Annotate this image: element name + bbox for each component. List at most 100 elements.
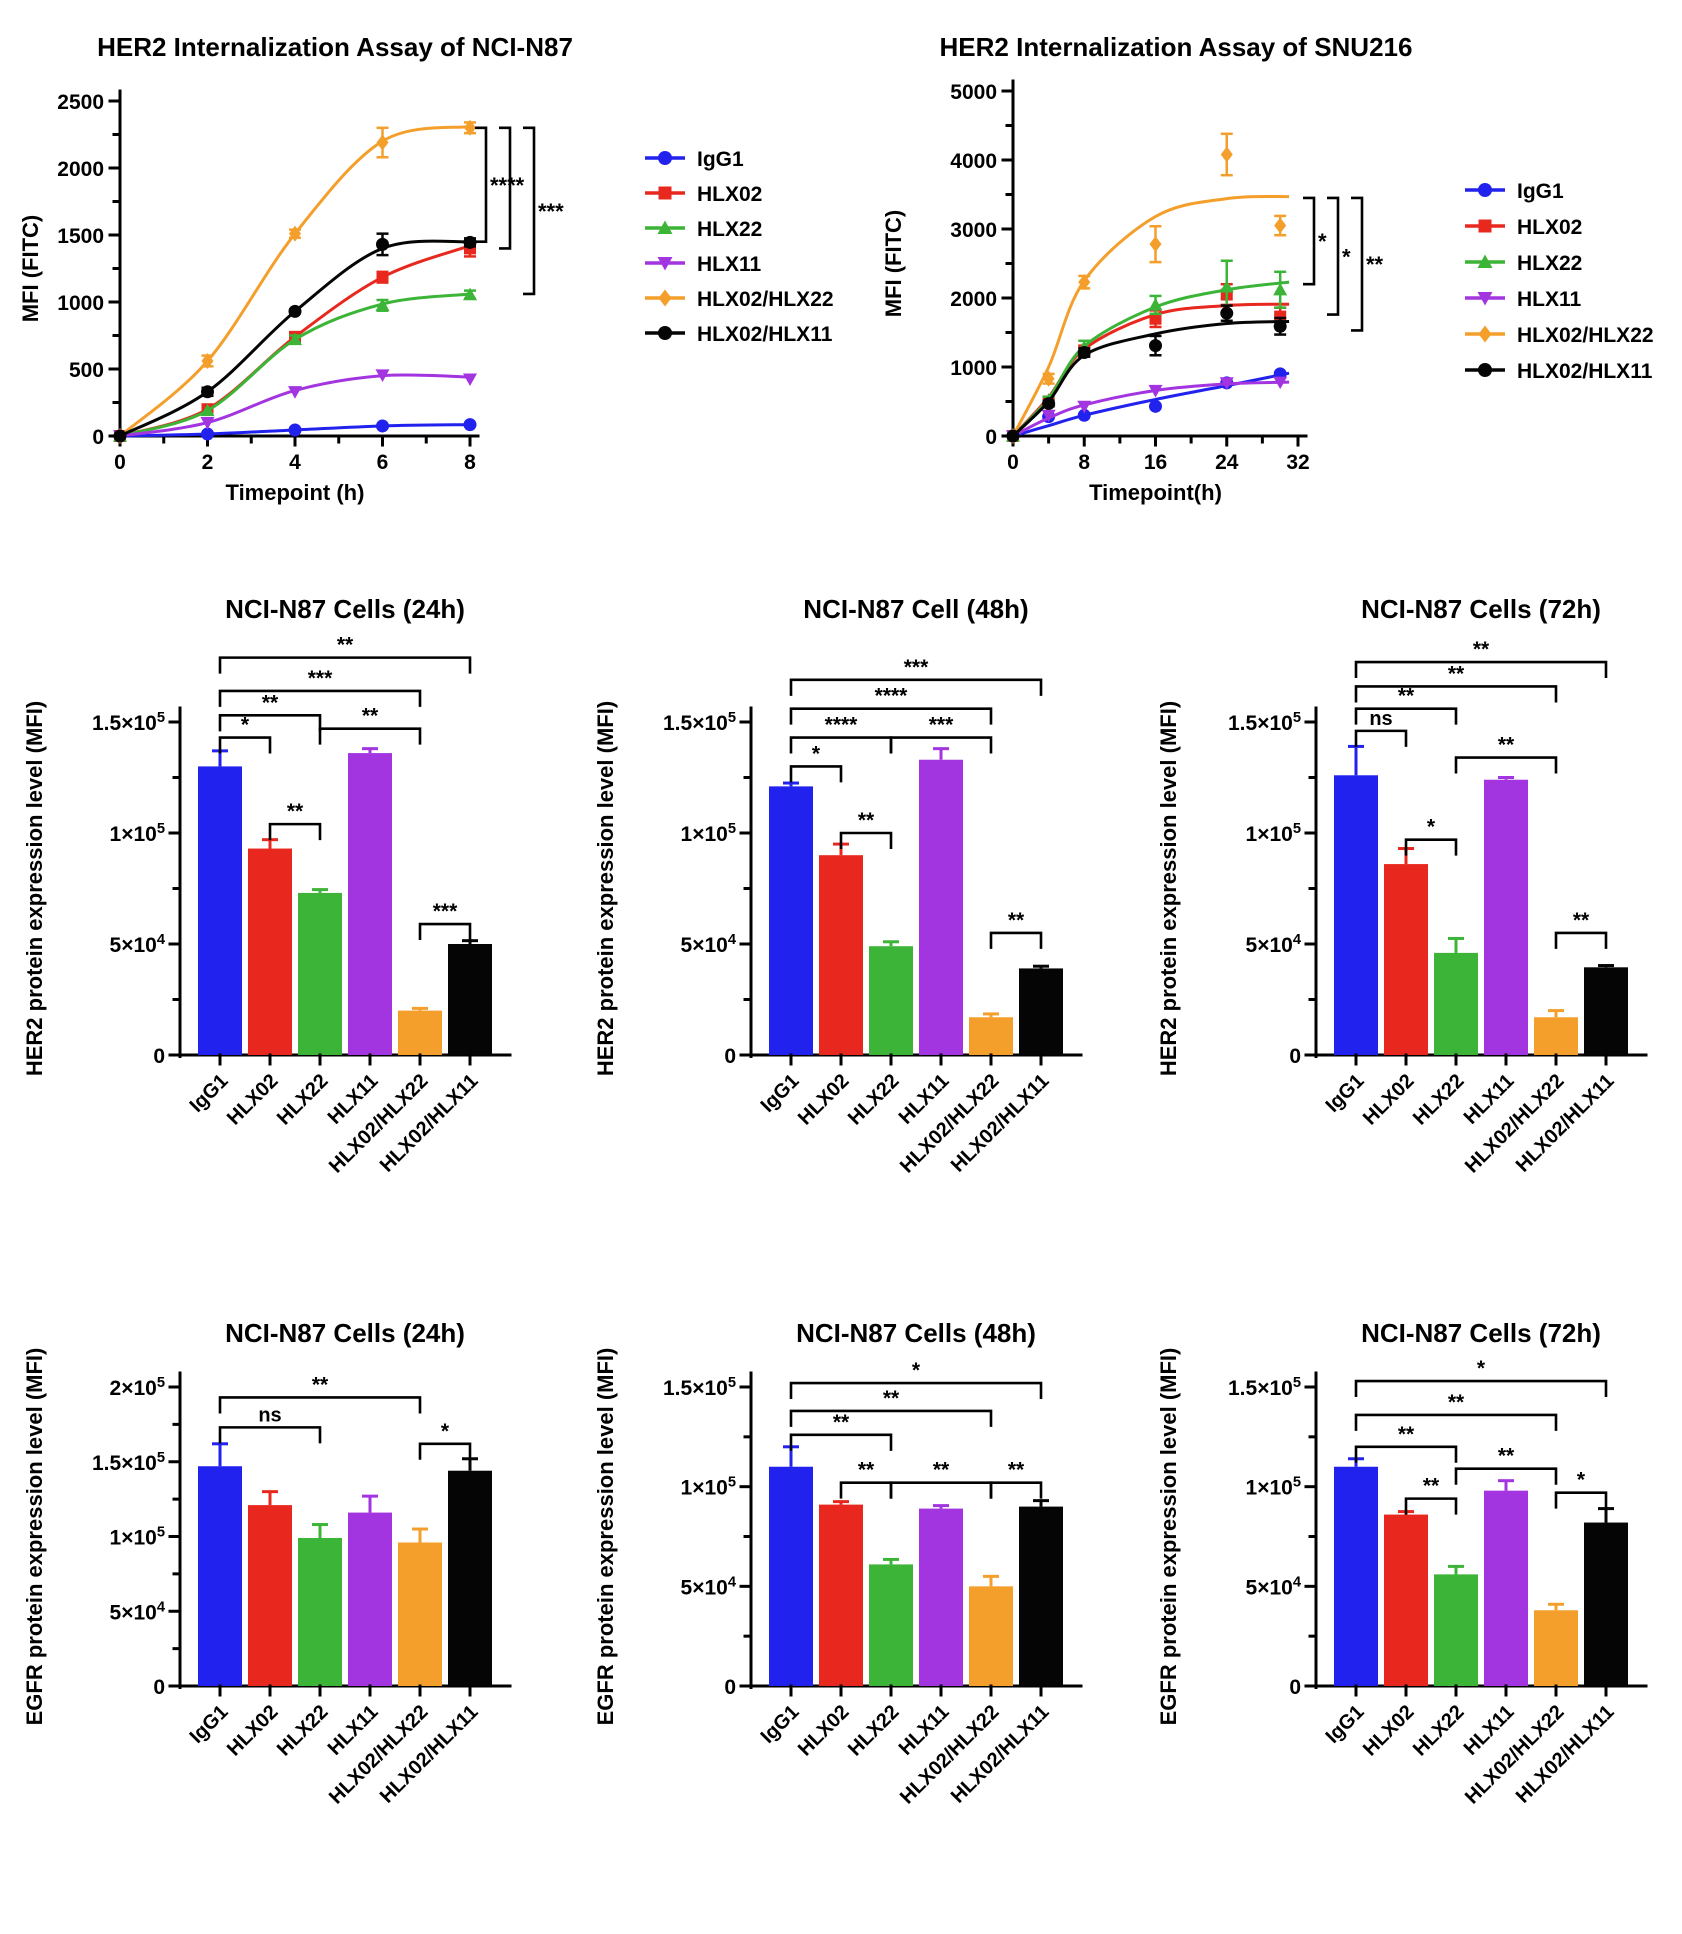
x-category-label: HLX02 (794, 1701, 854, 1761)
bar-IgG1 (1334, 1466, 1378, 1686)
legend-item-IgG1: IgG1 (645, 148, 744, 171)
x-category-label: IgG1 (757, 1070, 804, 1117)
chart-graphic: 5 (157, 821, 165, 837)
bar-HLX11 (1484, 779, 1528, 1055)
significance-label: * (241, 714, 250, 737)
significance-bracket (889, 736, 993, 754)
significance-label: **** (490, 173, 525, 198)
significance-bracket (789, 736, 893, 754)
bar-HLX22 (298, 892, 342, 1055)
chart-graphic: NCI-N87 Cell (48h) HER2 protein expressio… (593, 594, 1083, 1178)
data-point-marker (1041, 409, 1056, 423)
significance-bracket (839, 1481, 893, 1499)
significance-label: ** (1498, 1445, 1515, 1468)
legend-item-HLX22: HLX22 (645, 218, 762, 241)
significance-bracket (989, 931, 1043, 949)
legend-label: HLX02/HLX11 (697, 323, 833, 346)
chart-graphic: 4 (1293, 932, 1302, 948)
data-point-marker (288, 304, 302, 318)
data-point-marker (288, 423, 302, 437)
bar-HLX22 (1434, 1574, 1478, 1686)
significance-bracket (1354, 685, 1558, 703)
significance-label: * (812, 742, 821, 765)
significance-label: ** (1448, 662, 1465, 685)
significance-label: *** (538, 199, 564, 224)
data-point-marker (1220, 146, 1233, 163)
data-point-marker (1219, 279, 1234, 293)
y-tick-label: 1.5×105 (663, 1375, 736, 1400)
significance-label: * (1577, 1469, 1586, 1492)
data-point-marker (1273, 319, 1287, 333)
y-tick-label: 1×105 (1246, 1475, 1301, 1500)
significance-bracket (1454, 756, 1558, 774)
bar-IgG1 (198, 1466, 242, 1686)
data-point-marker (1477, 292, 1493, 306)
legend-label: HLX22 (697, 218, 762, 241)
bar-HLX22 (1434, 952, 1478, 1055)
y-tick-label: 0 (724, 1676, 736, 1699)
significance-bracket (218, 1426, 322, 1444)
y-tick-label: 1×105 (110, 821, 165, 846)
significance-bracket (1554, 931, 1608, 949)
data-point-marker (375, 298, 390, 311)
significance-label: ** (933, 1459, 950, 1482)
significance-label: * (1342, 244, 1351, 269)
chart-title: HER2 Internalization Assay of NCI-N87 (97, 32, 573, 62)
chart-graphic: NCI-N87 Cells (24h) HER2 protein expressi… (22, 594, 512, 1178)
chart-title: NCI-N87 Cells (48h) (796, 1318, 1036, 1348)
chart-graphic: 5 (1293, 710, 1301, 726)
significance-label: * (1477, 1357, 1486, 1380)
chart-graphic: 4 (1293, 1574, 1302, 1590)
data-point-marker (200, 403, 215, 417)
significance-bracket (789, 1381, 1043, 1400)
significance-label: * (441, 1420, 450, 1443)
data-point-marker (1478, 363, 1492, 377)
data-point-marker (463, 287, 477, 301)
y-tick-label: 5×104 (1246, 932, 1302, 957)
y-tick-label: 0 (153, 1045, 165, 1068)
y-tick-label: 1×105 (681, 1475, 736, 1500)
significance-bracket (1404, 1497, 1458, 1515)
legend-item-HLX02/HLX11: HLX02/HLX11 (645, 323, 833, 346)
y-tick-label: 1.5×105 (1228, 710, 1301, 735)
data-point-marker (288, 386, 302, 399)
significance-label: ** (337, 634, 354, 657)
y-axis-label: HER2 protein expression level (MFI) (22, 701, 47, 1076)
y-tick-label: 1000 (57, 292, 104, 315)
y-tick-label: 1.5×105 (92, 710, 165, 735)
data-point-marker (201, 385, 214, 399)
legend-item-HLX22: HLX22 (1465, 252, 1582, 275)
chart-graphic: 5 (728, 1375, 736, 1391)
chart-graphic: 5 (1293, 1375, 1301, 1391)
legend-item-HLX11: HLX11 (645, 253, 762, 276)
chart-graphic: NCI-N87 Cells (48h) EGFR protein expressi… (593, 1318, 1083, 1809)
bar-IgG1 (1334, 775, 1378, 1055)
significance-bracket (789, 765, 843, 783)
data-point-marker (1042, 370, 1055, 387)
x-category-label: HLX22 (1409, 1070, 1469, 1130)
y-tick-label: 2000 (950, 288, 997, 311)
data-point-marker (1042, 397, 1056, 411)
bar-HLX02 (819, 855, 863, 1055)
x-tick-label: 32 (1286, 451, 1309, 474)
significance-label: ** (1473, 638, 1490, 661)
x-category-label: HLX22 (273, 1070, 333, 1130)
legend-item-HLX02/HLX11: HLX02/HLX11 (1465, 360, 1653, 383)
significance-bracket (1351, 196, 1364, 332)
data-point-marker (289, 225, 301, 242)
data-point-marker (1149, 236, 1162, 253)
data-point-marker (1478, 219, 1492, 233)
significance-bracket (418, 1442, 472, 1460)
data-point-marker (1077, 346, 1091, 360)
significance-bracket (789, 678, 1043, 696)
significance-label: * (1318, 229, 1327, 254)
significance-label: ** (1423, 1475, 1440, 1498)
y-tick-label: 3000 (950, 219, 997, 242)
data-point-marker (201, 427, 214, 441)
y-tick-label: 0 (724, 1045, 736, 1068)
chart-graphic: HER2 Internalization Assay of SNU216 MFI … (881, 32, 1654, 505)
y-axis-label: EGFR protein expression level (MFI) (593, 1348, 618, 1726)
significance-label: ** (1573, 909, 1590, 932)
bar-HLX11 (919, 1508, 963, 1686)
y-axis-label: EGFR protein expression level (MFI) (22, 1348, 47, 1726)
